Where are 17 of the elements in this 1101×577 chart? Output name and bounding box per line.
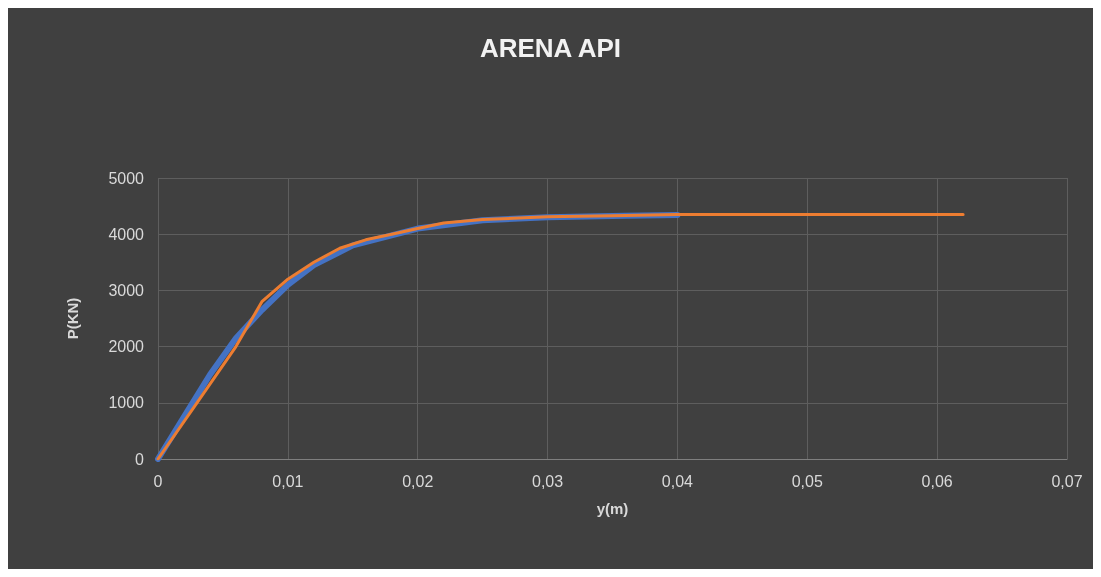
x-tick-label: 0,05 — [791, 472, 823, 490]
x-tick-label: 0,02 — [402, 472, 434, 490]
x-tick-label: 0,01 — [272, 472, 304, 490]
x-axis-title: y(m) — [596, 500, 629, 517]
y-tick-label: 3000 — [108, 281, 145, 299]
y-axis-title: P(KN) — [64, 297, 81, 340]
y-tick-label: 2000 — [108, 338, 145, 356]
y-tick-label: 5000 — [108, 169, 145, 187]
x-tick-label: 0 — [153, 472, 163, 490]
y-tick-label: 4000 — [108, 225, 145, 243]
y-tick-label: 1000 — [108, 394, 145, 412]
x-tick-label: 0,06 — [921, 472, 953, 490]
chart-title: ARENA API — [479, 33, 622, 63]
x-tick-label: 0,07 — [1051, 472, 1083, 490]
x-tick-label: 0,04 — [661, 472, 694, 490]
x-tick-label: 0,03 — [532, 472, 564, 490]
y-tick-label: 0 — [135, 450, 145, 468]
